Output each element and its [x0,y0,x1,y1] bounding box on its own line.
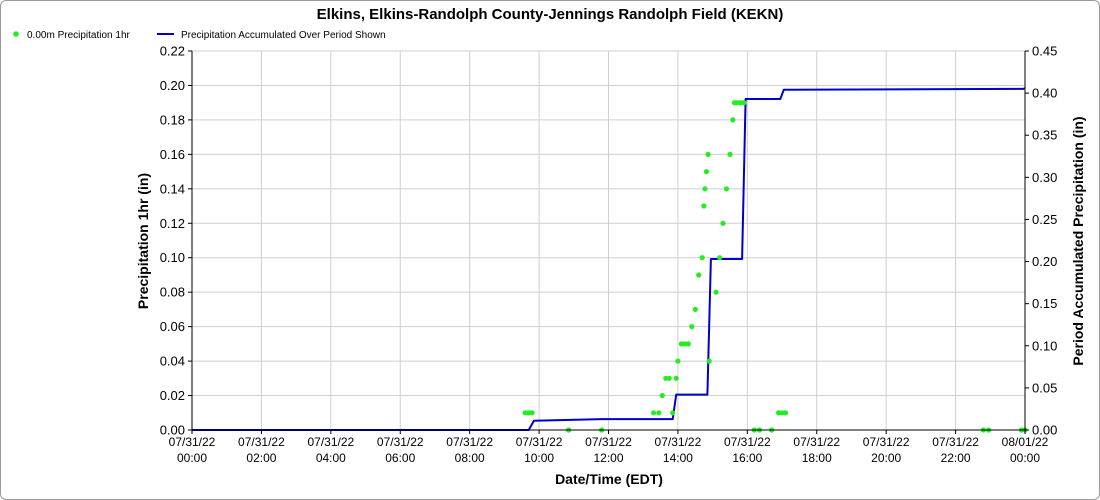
x-tick-label-date: 07/31/22 [724,435,771,449]
precip-1hr-point [673,375,679,381]
legend-scatter-marker [13,31,19,37]
x-axis-label: Date/Time (EDT) [555,471,663,487]
precip-1hr-point [666,375,672,381]
precip-1hr-point [702,186,708,192]
x-tick-label-date: 07/31/22 [863,435,910,449]
precip-1hr-point [701,203,707,209]
y-right-tick-label: 0.20 [1032,254,1057,269]
precip-1hr-point [670,410,676,416]
axes: 07/31/22 00:00 07/31/22 02:00 07/31/22 04:00 0… [160,44,1058,466]
x-tick-label-date: 07/31/22 [446,435,493,449]
grid [191,50,1026,431]
precip-1hr-point [717,255,723,261]
precip-1hr-point [656,410,662,416]
y-left-tick-label: 0.10 [160,250,185,265]
precip-1hr-point [692,306,698,312]
y-left-tick-label: 0.20 [160,78,185,93]
precip-1hr-point [727,151,733,157]
precip-1hr-point [529,410,535,416]
precip-1hr-point [705,151,711,157]
y-right-tick-label: 0.15 [1032,296,1057,311]
x-tick-label-time: 00:00 [1010,451,1040,465]
y-left-tick-label: 0.14 [160,181,185,196]
precip-1hr-point [651,410,657,416]
y-left-tick-label: 0.02 [160,388,185,403]
precip-1hr-point [741,100,747,106]
precip-1hr-point [730,117,736,123]
y-right-tick-label: 0.25 [1032,212,1057,227]
x-tick-label-time: 18:00 [802,451,832,465]
precip-1hr-point [713,289,719,295]
y-right-tick-label: 0.00 [1032,423,1057,438]
y-right-tick-label: 0.40 [1032,86,1057,101]
y-left-tick-label: 0.18 [160,112,185,127]
precip-1hr-point [675,358,681,364]
x-tick-label-date: 07/31/22 [169,435,216,449]
legend-scatter-label: 0.00m Precipitation 1hr [27,30,131,41]
precip-1hr-point [703,169,710,175]
x-tick-label-date: 07/31/22 [932,435,979,449]
x-tick-label-date: 07/31/22 [793,435,840,449]
accumulated-precipitation-line [192,87,1026,431]
x-tick-label-time: 00:00 [177,451,207,465]
x-tick-label-time: 04:00 [316,451,346,465]
x-tick-label-time: 08:00 [455,451,485,465]
precip-1hr-point [782,410,789,416]
precip-1hr-point [699,255,705,261]
x-tick-label-time: 10:00 [524,451,554,465]
y-axis-left-label: Precipitation 1hr (in) [135,173,151,309]
y-right-tick-label: 0.10 [1032,338,1057,353]
x-tick-label-time: 06:00 [385,451,415,465]
legend-line-label: Precipitation Accumulated Over Period Sh… [181,30,386,41]
y-right-tick-label: 0.45 [1032,44,1057,59]
x-tick-label-time: 20:00 [871,451,901,465]
y-left-tick-label: 0.00 [160,423,185,438]
precip-1hr-point [685,341,691,347]
y-right-tick-label: 0.35 [1032,128,1057,143]
x-tick-label-date: 07/31/22 [238,435,285,449]
x-tick-label-time: 02:00 [246,451,276,465]
x-tick-label-time: 14:00 [663,451,693,465]
chart-title: Elkins, Elkins-Randolph County-Jennings … [317,6,784,23]
y-left-tick-label: 0.04 [160,354,185,369]
precip-1hr-point [696,272,702,278]
legend: 0.00m Precipitation 1hr Precipitation Ac… [13,30,386,41]
x-tick-label-time: 22:00 [941,451,971,465]
precip-1hr-point [659,392,665,399]
x-tick-label-time: 12:00 [593,451,623,465]
y-left-tick-label: 0.12 [160,216,185,231]
precip-1hr-point [689,324,695,330]
x-tick-label-date: 07/31/22 [516,435,563,449]
y-right-tick-label: 0.30 [1032,170,1057,185]
y-axis-right-label: Period Accumulated Precipitation (in) [1070,116,1086,365]
y-left-tick-label: 0.22 [160,44,185,59]
x-tick-label-time: 16:00 [732,451,762,465]
y-right-tick-label: 0.05 [1032,380,1057,395]
y-left-tick-label: 0.16 [160,147,185,162]
x-tick-label-date: 07/31/22 [655,435,702,449]
x-tick-label-date: 07/31/22 [307,435,354,449]
x-tick-label-date: 07/31/22 [377,435,424,449]
precip-1hr-point [720,220,726,226]
precip-1hr-point [723,186,730,192]
x-tick-label-date: 07/31/22 [585,435,632,449]
y-left-tick-label: 0.06 [160,319,185,334]
x-tick-label-date: 08/01/22 [1002,435,1049,449]
precip-1hr-point [706,358,712,364]
plot-area [192,87,1028,433]
y-left-tick-label: 0.08 [160,285,185,300]
